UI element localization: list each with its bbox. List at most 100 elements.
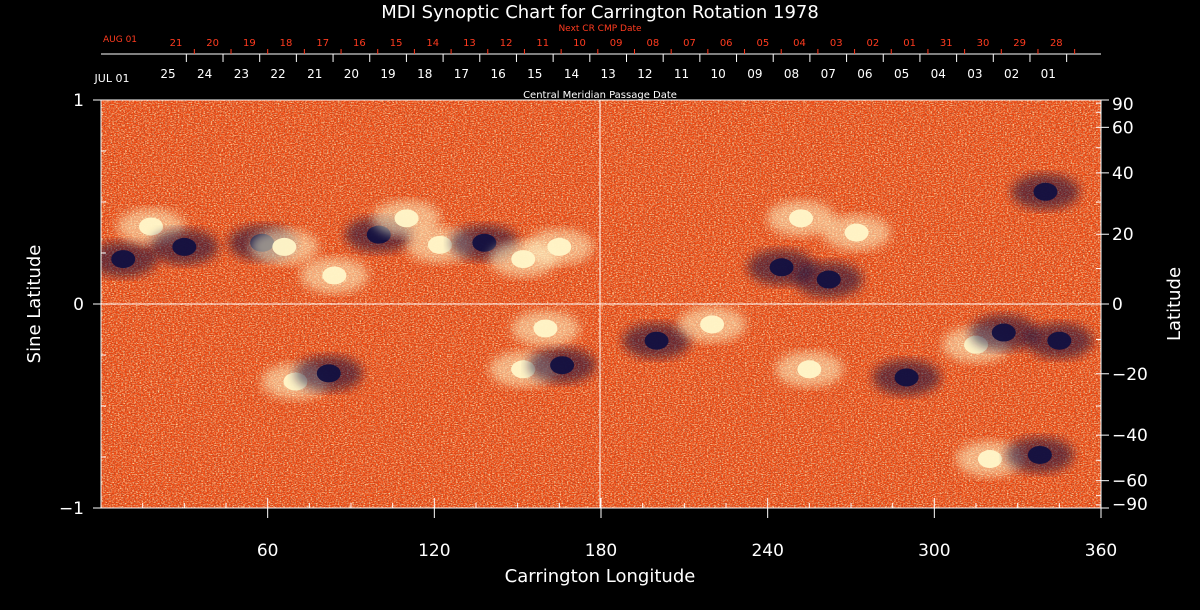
cmp-date-label: 24: [197, 67, 212, 81]
cmp-date-label: 08: [784, 67, 799, 81]
cmp-date-label: 01: [1041, 67, 1056, 81]
y-left-tick-label: −1: [59, 499, 84, 519]
cmp-date-label: 21: [307, 67, 322, 81]
negative-field-region: [150, 228, 219, 265]
x-tick-label: 240: [751, 541, 783, 561]
x-axis-label: Carrington Longitude: [505, 566, 696, 587]
y-axis-left-label: Sine Latitude: [24, 245, 45, 364]
y-left-tick-label: 0: [73, 295, 84, 315]
cmp-date-label: 17: [454, 67, 469, 81]
next-cmp-date-label: 17: [316, 38, 329, 49]
y-left-tick-label: 1: [73, 91, 84, 111]
next-cmp-date-label: 20: [206, 38, 219, 49]
cmp-date-label: 10: [711, 67, 726, 81]
next-cmp-date-label: 19: [243, 38, 256, 49]
x-tick-label: 180: [585, 541, 617, 561]
cmp-date-label: 13: [601, 67, 616, 81]
next-cmp-date-label: 05: [757, 38, 770, 49]
y-right-tick-label: 40: [1112, 164, 1134, 184]
positive-field-region: [250, 228, 319, 265]
region-core: [172, 237, 197, 256]
region-core: [111, 250, 136, 269]
next-cmp-date-label: 21: [170, 38, 183, 49]
cmp-date-label: 04: [931, 67, 946, 81]
cmp-date-label: 15: [527, 67, 542, 81]
negative-field-region: [1005, 436, 1074, 473]
y-right-tick-label: 0: [1112, 295, 1123, 315]
positive-field-region: [775, 351, 844, 388]
next-cmp-axis: Next CR CMP Date AUG 01 21 20 19 18 17 16 15 14…: [101, 24, 1101, 55]
positive-field-region: [525, 228, 594, 265]
next-cmp-date-label: 15: [390, 38, 403, 49]
region-core: [1047, 331, 1072, 350]
region-core: [472, 233, 497, 252]
region-core: [789, 209, 813, 228]
cmp-date-label: 12: [637, 67, 652, 81]
next-cmp-date-label: 06: [720, 38, 733, 49]
region-core: [816, 270, 841, 289]
next-cmp-date-label: 28: [1050, 38, 1063, 49]
next-cmp-date-label: 07: [683, 38, 696, 49]
cmp-date-label: 07: [821, 67, 836, 81]
next-cmp-label: Next CR CMP Date: [558, 24, 642, 34]
cmp-date-label: 25: [160, 67, 175, 81]
cmp-date-label: 23: [234, 67, 249, 81]
next-cmp-date-label: 29: [1013, 38, 1026, 49]
cmp-date-label: 20: [344, 67, 359, 81]
region-core: [1027, 445, 1052, 464]
next-cmp-date-label: 31: [940, 38, 953, 49]
cmp-date-label: 22: [270, 67, 285, 81]
cmp-axis: JUL 01 25 24 23 22 21 20 19 18 17 16 15 14 13 12 11 10 0…: [94, 54, 1068, 101]
negative-field-region: [294, 355, 363, 392]
cmp-date-label: 18: [417, 67, 432, 81]
negative-field-region: [872, 359, 941, 396]
region-core: [394, 209, 419, 228]
negative-field-region: [969, 314, 1038, 351]
next-cmp-ticks: 21 20 19 18 17 16 15 14 13 12 11 10 09 08 07 06 05 04 03 02…: [170, 38, 1076, 54]
region-core: [272, 237, 297, 256]
region-core: [550, 356, 575, 375]
chart-title: MDI Synoptic Chart for Carrington Rotati…: [381, 2, 819, 23]
next-cmp-date-label: 16: [353, 38, 366, 49]
negative-field-region: [794, 261, 863, 298]
next-cmp-date-label: 08: [646, 38, 659, 49]
region-core: [139, 217, 163, 236]
cmp-start-label: JUL 01: [94, 72, 130, 85]
positive-field-region: [372, 200, 441, 237]
y-axis-right: 90 60 40 20 0 −20 −40 −60 −90: [1096, 95, 1148, 515]
next-cmp-date-label: 01: [903, 38, 916, 49]
x-tick-label: 360: [1085, 541, 1117, 561]
negative-field-region: [101, 241, 158, 278]
cmp-date-label: 09: [747, 67, 762, 81]
next-cmp-date-label: 30: [977, 38, 990, 49]
region-core: [547, 237, 572, 256]
region-core: [894, 368, 919, 387]
cmp-axis-label: Central Meridian Passage Date: [523, 90, 677, 101]
cmp-date-label: 11: [674, 67, 689, 81]
y-right-tick-label: −60: [1112, 472, 1148, 492]
negative-field-region: [528, 347, 597, 384]
positive-field-region: [511, 310, 580, 347]
next-cmp-date-label: 12: [500, 38, 513, 49]
next-cmp-date-label: 14: [426, 38, 439, 49]
region-core: [427, 235, 452, 254]
y-right-tick-label: −90: [1112, 495, 1148, 515]
cmp-date-label: 03: [967, 67, 982, 81]
region-core: [844, 223, 869, 242]
region-core: [316, 364, 341, 383]
next-cmp-date-label: 02: [867, 38, 880, 49]
next-cmp-date-label: 03: [830, 38, 843, 49]
next-cmp-date-label: 09: [610, 38, 623, 49]
next-cmp-date-label: 18: [280, 38, 293, 49]
y-right-tick-label: 20: [1112, 225, 1134, 245]
cmp-date-label: 02: [1004, 67, 1019, 81]
next-cmp-date-label: 13: [463, 38, 476, 49]
cmp-date-label: 05: [894, 67, 909, 81]
next-cmp-date-label: 11: [536, 38, 549, 49]
positive-field-region: [767, 200, 835, 237]
region-core: [977, 450, 1002, 469]
active-regions: [101, 173, 1094, 478]
positive-field-region: [822, 214, 891, 251]
positive-field-region: [300, 257, 369, 294]
